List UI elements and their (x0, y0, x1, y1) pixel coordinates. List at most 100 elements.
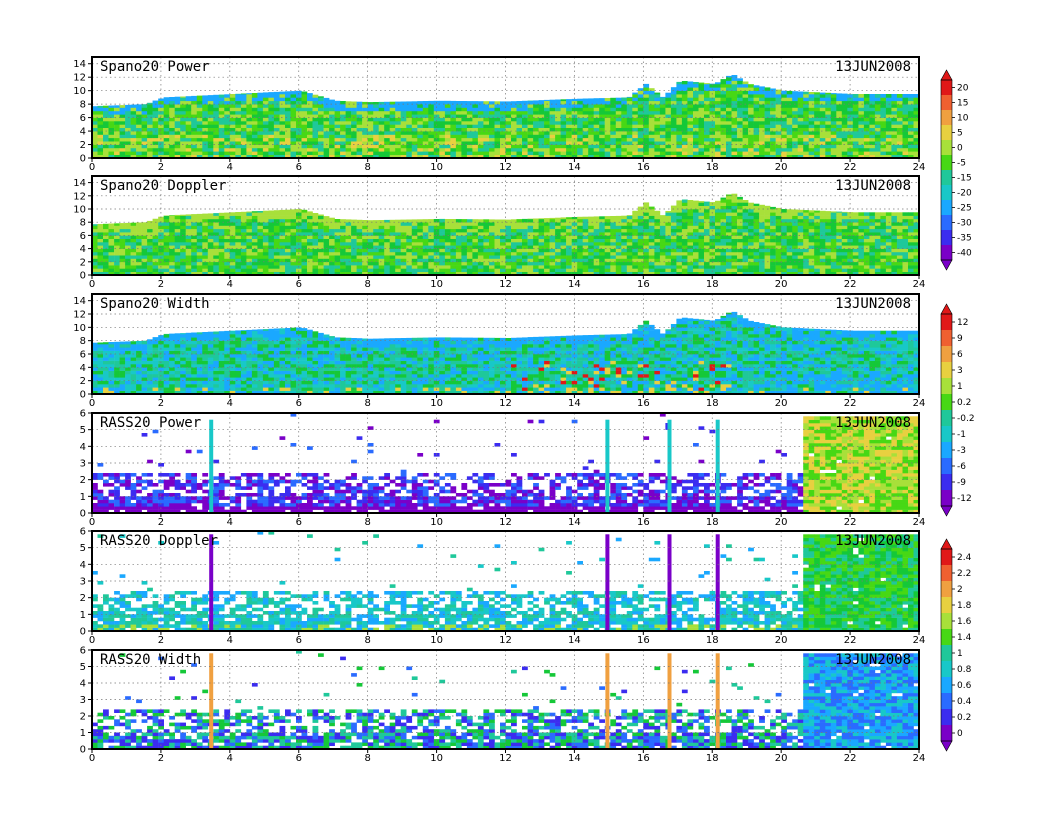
data-cell (334, 265, 341, 269)
data-cell (444, 100, 451, 105)
data-cell (621, 258, 628, 263)
data-cell (312, 255, 319, 259)
data-cell (455, 137, 462, 142)
data-cell (588, 134, 594, 139)
data-cell (279, 94, 286, 98)
data-cell (466, 104, 473, 108)
data-cell (417, 104, 424, 108)
data-cell (869, 141, 876, 145)
data-cell (902, 104, 909, 108)
data-cell (659, 215, 666, 220)
data-cell (670, 124, 677, 128)
data-cell (114, 121, 120, 125)
data-cell (648, 107, 655, 112)
data-cell (196, 235, 203, 239)
data-cell (522, 255, 528, 259)
data-cell (273, 225, 280, 230)
data-cell (312, 251, 319, 256)
data-cell (141, 258, 148, 263)
data-cell (378, 225, 385, 230)
data-cell (119, 114, 126, 118)
data-cell (847, 94, 854, 98)
data-cell (615, 134, 622, 139)
data-cell (251, 151, 258, 155)
data-cell (670, 242, 677, 246)
data-cell (318, 225, 324, 230)
data-cell (163, 271, 170, 276)
data-cell (246, 93, 253, 95)
data-cell (726, 104, 732, 108)
data-cell (659, 215, 666, 216)
data-cell (599, 218, 605, 223)
data-cell (334, 147, 341, 152)
data-cell (748, 104, 754, 108)
data-cell (896, 110, 903, 115)
data-cell (213, 222, 220, 226)
data-cell (395, 245, 401, 249)
data-cell (318, 107, 324, 112)
data-cell (643, 218, 650, 223)
data-cell (180, 154, 186, 159)
data-cell (500, 127, 506, 132)
data-cell (533, 117, 539, 122)
data-cell (417, 124, 424, 128)
data-cell (477, 255, 484, 259)
data-cell (847, 134, 854, 139)
data-cell (549, 141, 556, 145)
data-cell (825, 100, 832, 105)
data-cell (643, 124, 650, 128)
data-cell (759, 114, 765, 118)
data-cell (174, 238, 181, 243)
data-cell (169, 107, 175, 112)
data-cell (505, 222, 512, 226)
data-cell (626, 97, 633, 102)
data-cell (422, 141, 429, 145)
data-cell (246, 97, 253, 102)
data-cell (224, 97, 231, 102)
data-cell (792, 114, 798, 118)
data-cell (748, 97, 754, 102)
data-cell (158, 107, 164, 112)
data-cell (615, 222, 622, 226)
data-cell (174, 117, 181, 122)
data-cell (698, 205, 705, 210)
data-cell (654, 114, 661, 118)
data-cell (896, 121, 903, 125)
data-cell (676, 200, 683, 203)
data-cell (698, 212, 705, 216)
data-cell (411, 219, 418, 223)
data-cell (240, 248, 247, 253)
data-cell (770, 117, 776, 122)
data-cell (251, 124, 258, 128)
data-cell (340, 248, 346, 253)
data-cell (439, 271, 446, 276)
data-cell (422, 147, 429, 152)
data-cell (560, 242, 567, 246)
data-cell (108, 147, 115, 152)
data-cell (687, 100, 694, 105)
data-cell (759, 100, 765, 105)
data-cell (323, 216, 330, 220)
data-cell (527, 154, 534, 159)
data-cell (97, 265, 104, 269)
data-cell (367, 131, 374, 135)
data-cell (147, 134, 153, 139)
data-cell (373, 131, 379, 135)
data-cell (891, 104, 898, 108)
data-cell (229, 97, 236, 102)
data-cell (720, 80, 727, 85)
data-cell (318, 110, 324, 115)
data-cell (185, 134, 192, 139)
data-cell (136, 121, 142, 125)
data-cell (285, 110, 291, 115)
data-cell (367, 258, 374, 263)
data-cell (455, 107, 462, 112)
data-cell (693, 154, 699, 159)
data-cell (185, 251, 192, 256)
data-cell (417, 154, 424, 159)
data-cell (538, 100, 545, 105)
data-cell (494, 134, 501, 139)
data-cell (229, 114, 236, 118)
data-cell (599, 238, 605, 243)
data-cell (759, 144, 765, 149)
